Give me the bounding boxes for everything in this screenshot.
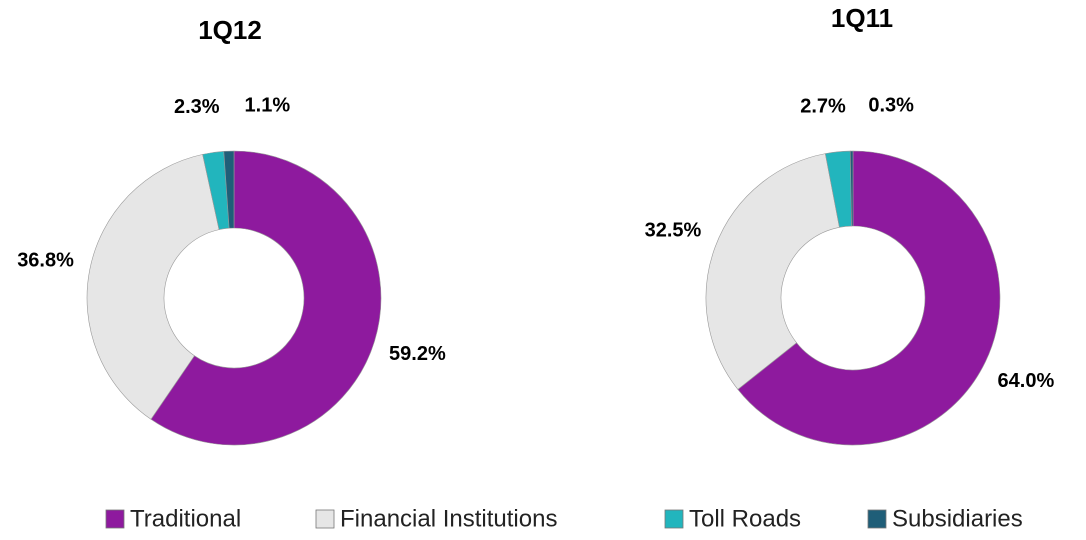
data-label: 64.0% (998, 370, 1055, 392)
data-label: 36.8% (17, 249, 74, 271)
data-label: 0.3% (868, 94, 914, 116)
legend-swatch (315, 509, 335, 529)
legend-label: Financial Institutions (340, 505, 557, 532)
data-label: 1.1% (245, 94, 291, 116)
chart-title: 1Q11 (831, 3, 893, 33)
legend-label: Toll Roads (689, 505, 801, 532)
legend-swatch (105, 509, 125, 529)
donut-slice (849, 150, 854, 227)
data-label: 59.2% (389, 343, 446, 365)
legend-label: Traditional (130, 505, 241, 532)
legend-swatch (664, 509, 684, 529)
donut-slice (150, 150, 382, 446)
data-label: 32.5% (645, 220, 702, 242)
donut-slice (86, 154, 220, 420)
legend-swatch (867, 509, 887, 529)
legend-label: Subsidiaries (892, 505, 1023, 532)
data-label: 2.3% (174, 96, 220, 118)
donut-slice (705, 153, 840, 390)
chart-title: 1Q12 (198, 15, 262, 45)
donut-slice (223, 150, 235, 229)
data-label: 2.7% (800, 95, 846, 117)
donut-slice (737, 150, 1001, 446)
